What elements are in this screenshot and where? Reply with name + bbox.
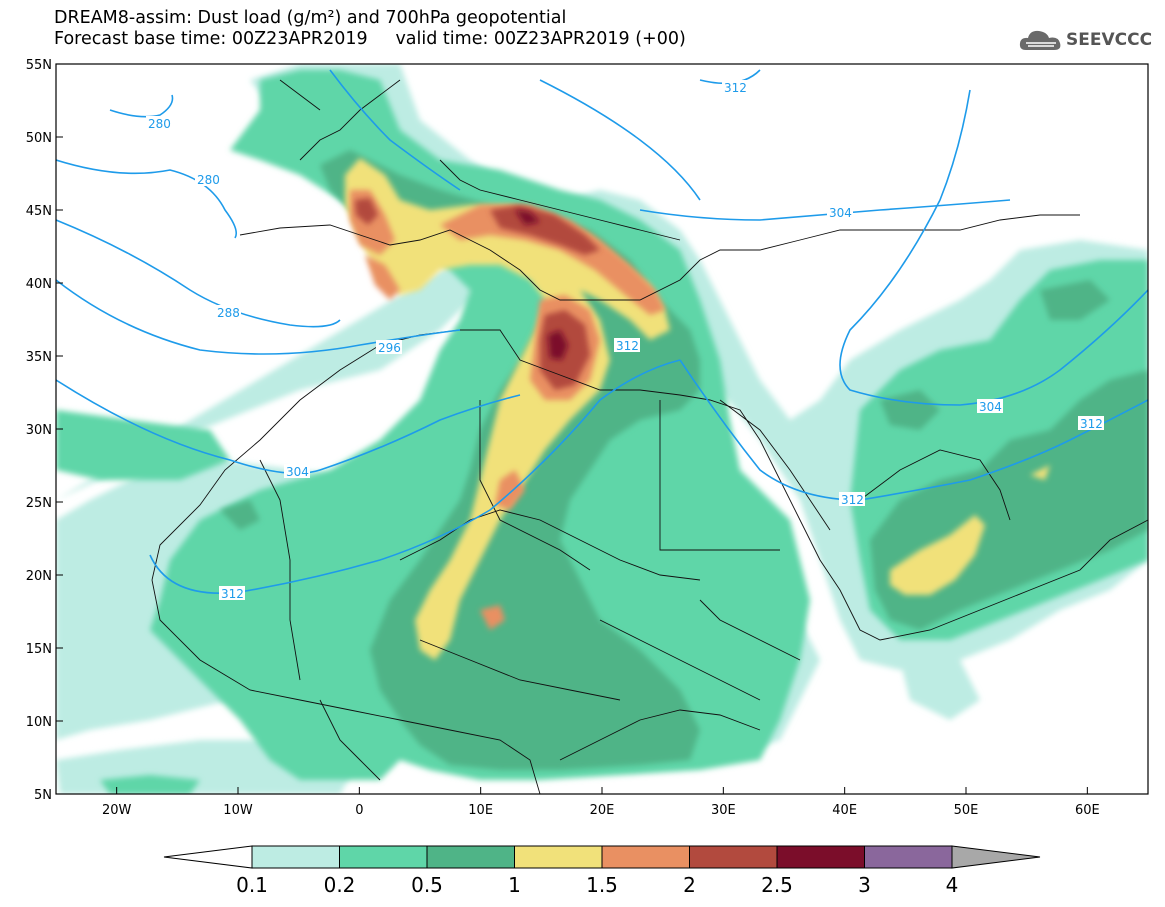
contour-296 xyxy=(56,279,461,355)
cloud-icon xyxy=(1019,30,1061,50)
contour-label: 280 xyxy=(197,173,220,187)
lon-tick-label: 50E xyxy=(954,803,979,818)
contour-label: 312 xyxy=(221,587,244,601)
legend-high-arrow xyxy=(951,845,1041,869)
contour-label: 312 xyxy=(616,339,639,353)
lat-tick-label: 40N xyxy=(26,277,52,292)
legend-label: 3 xyxy=(858,873,871,897)
lon-tick-label: 40E xyxy=(832,803,857,818)
geopotential-contours xyxy=(56,69,1148,594)
latitude-axis: 5N 10N 15N 20N 25N 30N 35N 40N 45N 50N 55N xyxy=(26,58,63,803)
legend-swatch xyxy=(601,845,690,869)
coastlines xyxy=(151,79,1148,794)
legend-swatch xyxy=(514,845,603,869)
legend-label: 1.5 xyxy=(586,873,618,897)
contour-280-a xyxy=(109,94,174,118)
lat-tick-label: 5N xyxy=(34,788,52,803)
lon-tick-label: 30E xyxy=(711,803,736,818)
legend-label: 4 xyxy=(946,873,959,897)
lon-tick-label: 10E xyxy=(468,803,493,818)
contour-304-west xyxy=(56,379,521,475)
contour-312-east xyxy=(679,359,1148,501)
dust-load-layer: 280 280 288 296 304 312 312 312 304 312 … xyxy=(56,64,1148,794)
contour-label: 312 xyxy=(724,81,747,95)
lat-tick-label: 55N xyxy=(26,58,52,73)
lon-tick-label: 10W xyxy=(223,803,253,818)
contour-304-east xyxy=(839,89,1148,406)
legend-label: 1 xyxy=(508,873,521,897)
legend-swatch xyxy=(864,845,953,869)
legend-swatch xyxy=(426,845,515,869)
lat-tick-label: 10N xyxy=(26,715,52,730)
lon-tick-label: 20W xyxy=(102,803,132,818)
lat-tick-label: 30N xyxy=(26,423,52,438)
contour-288 xyxy=(56,219,341,328)
contour-label: 280 xyxy=(148,117,171,131)
contour-label: 304 xyxy=(286,465,309,479)
logo-text: SEEVCCC xyxy=(1066,30,1153,50)
contour-label: 304 xyxy=(829,206,852,220)
longitude-axis: 20W 10W 0 10E 20E 30E 40E 50E 60E xyxy=(102,787,1100,818)
legend-label: 0.2 xyxy=(324,873,356,897)
legend-label: 2 xyxy=(683,873,696,897)
lat-tick-label: 25N xyxy=(26,496,52,511)
contour-label: 288 xyxy=(217,306,240,320)
dust-level-2-5 xyxy=(515,210,568,360)
contour-304-upper xyxy=(329,69,461,191)
legend-swatch xyxy=(776,845,865,869)
legend-boxes xyxy=(163,845,1041,869)
lon-tick-label: 20E xyxy=(590,803,615,818)
contour-label: 304 xyxy=(979,400,1002,414)
lat-tick-label: 50N xyxy=(26,131,52,146)
legend-swatch xyxy=(689,845,778,869)
dust-level-1 xyxy=(345,158,1050,660)
lat-tick-label: 35N xyxy=(26,350,52,365)
legend-low-arrow xyxy=(163,845,253,869)
contour-280-b xyxy=(56,159,238,239)
contour-304-north xyxy=(639,199,1011,221)
contour-labels: 280 280 288 296 304 312 312 312 304 312 … xyxy=(146,80,1104,601)
lat-tick-label: 15N xyxy=(26,642,52,657)
lon-tick-label: 0 xyxy=(355,803,363,818)
seevccc-logo: SEEVCCC xyxy=(1018,26,1158,56)
lon-tick-label: 60E xyxy=(1075,803,1100,818)
contour-label: 296 xyxy=(378,341,401,355)
legend-label: 0.1 xyxy=(236,873,268,897)
contour-label: 312 xyxy=(1080,417,1103,431)
map-title: DREAM8-assim: Dust load (g/m²) and 700hP… xyxy=(54,8,686,50)
lat-tick-label: 45N xyxy=(26,204,52,219)
legend-label: 0.5 xyxy=(411,873,443,897)
legend-label: 2.5 xyxy=(761,873,793,897)
lat-tick-label: 20N xyxy=(26,569,52,584)
contour-312-north xyxy=(539,79,701,201)
title-line-1: DREAM8-assim: Dust load (g/m²) and 700hP… xyxy=(54,8,567,28)
title-line-2: Forecast base time: 00Z23APR2019 valid t… xyxy=(54,29,686,49)
legend-labels: 0.1 0.2 0.5 1 1.5 2 2.5 3 4 xyxy=(236,873,958,897)
contour-label: 312 xyxy=(841,493,864,507)
legend-swatch xyxy=(251,845,340,869)
legend-swatch xyxy=(339,845,428,869)
